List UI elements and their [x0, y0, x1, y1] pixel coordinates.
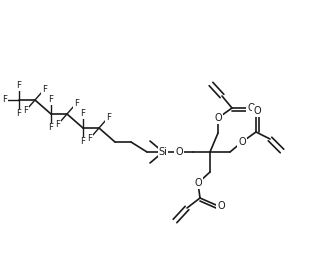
- Text: O: O: [247, 103, 255, 113]
- Text: F: F: [81, 110, 86, 119]
- Text: O: O: [253, 106, 261, 116]
- Text: F: F: [87, 134, 92, 143]
- Text: O: O: [238, 137, 246, 147]
- Text: O: O: [214, 113, 222, 123]
- Text: F: F: [74, 99, 79, 108]
- Text: F: F: [42, 85, 47, 94]
- Text: F: F: [23, 106, 28, 115]
- Text: O: O: [194, 178, 202, 188]
- Text: F: F: [16, 110, 21, 119]
- Text: O: O: [217, 201, 225, 211]
- Text: F: F: [16, 82, 21, 90]
- Text: F: F: [48, 96, 53, 104]
- Text: O: O: [175, 147, 183, 157]
- Text: F: F: [3, 96, 8, 104]
- Text: F: F: [55, 120, 60, 129]
- Text: F: F: [81, 138, 86, 147]
- Text: F: F: [48, 124, 53, 133]
- Text: Si: Si: [159, 147, 167, 157]
- Text: F: F: [106, 113, 111, 122]
